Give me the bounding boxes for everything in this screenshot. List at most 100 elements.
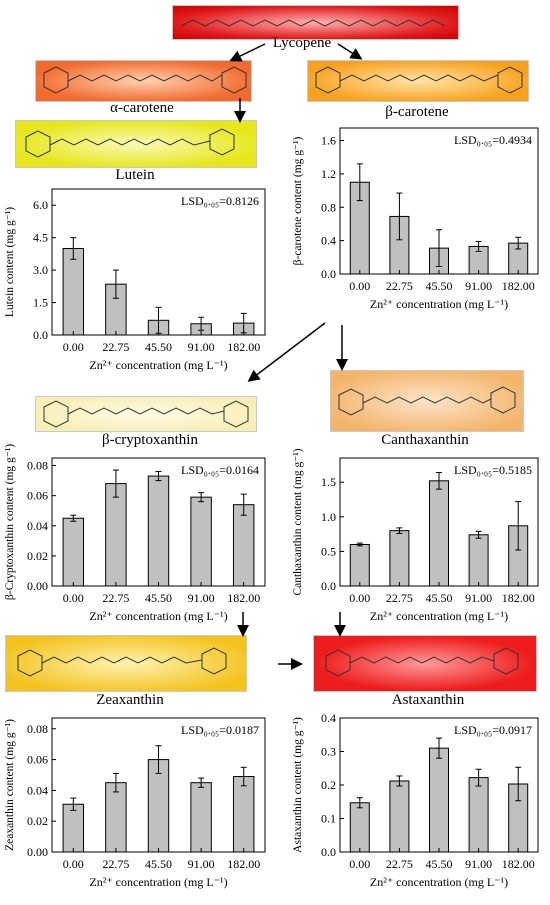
y-tick-label: 3.0	[33, 263, 48, 277]
x-tick-label: 182.00	[227, 857, 260, 871]
x-tick-label: 91.00	[188, 857, 215, 871]
astaxanthin-chart: 0.0 0.1 0.2 0.3 0.4 0.00 22.75 45.50 91.00 182.00…	[288, 711, 548, 900]
x-tick-label: 182.00	[502, 857, 535, 871]
y-tick-label: 0.06	[27, 753, 48, 767]
polyene-chain-icon	[17, 647, 227, 677]
y-tick-label: 0.02	[27, 814, 48, 828]
alpha-carotene-structure	[35, 60, 252, 102]
lycopene-structure	[172, 5, 459, 40]
x-tick-label: 45.50	[145, 857, 172, 871]
y-tick-label: 1.2	[321, 167, 336, 181]
polyene-chain-icon	[25, 128, 235, 158]
bar	[468, 534, 489, 587]
lsd-label: LSD₀.₀₅=0.0164	[181, 463, 259, 477]
bar	[105, 782, 127, 853]
y-tick-label: 0.4	[321, 234, 336, 248]
x-tick-label: 91.00	[465, 279, 492, 293]
x-tick-label: 182.00	[227, 340, 260, 354]
bar	[62, 517, 85, 587]
y-tick-label: 0.00	[27, 579, 48, 593]
bar	[428, 747, 450, 853]
chart-svg: 0.0 1.5 3.0 4.5 6.0 0.00 22.75 45.50 91.00 182.00…	[4, 188, 266, 372]
y-tick-label: 0.04	[27, 519, 48, 533]
y-tick-label: 0.2	[321, 778, 336, 792]
x-axis-label: Zn²⁺ concentration (mg L⁻¹)	[89, 358, 227, 372]
lsd-label: LSD₀.₀₅=0.5185	[454, 463, 532, 477]
x-tick-label: 91.00	[465, 591, 492, 605]
x-tick-label: 22.75	[102, 591, 129, 605]
y-tick-label: 0.8	[321, 200, 336, 214]
polyene-chain-icon	[315, 66, 523, 94]
arrow-lycopene-to-alpha	[229, 43, 266, 62]
x-tick-label: 45.50	[426, 279, 453, 293]
x-axis-label: Zn²⁺ concentration (mg L⁻¹)	[89, 875, 227, 889]
x-tick-label: 0.00	[349, 857, 370, 871]
x-tick-label: 22.75	[102, 340, 129, 354]
y-tick-label: 0.04	[27, 783, 48, 797]
bar	[349, 543, 370, 587]
x-tick-label: 0.00	[63, 857, 84, 871]
beta-cryptoxanthin-structure	[35, 396, 257, 432]
y-tick-label: 0.08	[27, 722, 48, 736]
bar	[62, 247, 85, 336]
y-tick-label: 0.0	[321, 845, 336, 859]
y-tick-label: 0.0	[321, 267, 336, 281]
x-tick-label: 22.75	[386, 591, 413, 605]
x-tick-label: 45.50	[426, 857, 453, 871]
y-tick-label: 0.02	[27, 549, 48, 563]
x-tick-label: 45.50	[145, 591, 172, 605]
x-tick-label: 91.00	[188, 591, 215, 605]
beta-carotene-label: β-carotene	[385, 104, 449, 120]
canthaxanthin-label: Canthaxanthin	[381, 432, 469, 448]
y-axis-label: Canthaxanthin content (mg g⁻¹)	[292, 448, 304, 595]
astaxanthin-structure	[313, 635, 537, 692]
bar	[468, 777, 489, 853]
chart-svg: 0.0 0.1 0.2 0.3 0.4 0.00 22.75 45.50 91.00 182.00…	[292, 711, 539, 889]
x-tick-label: 22.75	[102, 857, 129, 871]
x-axis-label: Zn²⁺ concentration (mg L⁻¹)	[89, 609, 227, 623]
y-axis-label: Astaxanthin content (mg g⁻¹)	[292, 717, 304, 853]
beta-carotene-chart: 0.0 0.4 0.8 1.2 1.6 0.00 22.75 45.50 91.00 182.00…	[288, 122, 548, 322]
y-tick-label: 0.00	[27, 845, 48, 859]
beta-cryptoxanthin-label: β-cryptoxanthin	[102, 432, 198, 448]
polyene-chain-icon	[338, 386, 516, 416]
x-axis-label: Zn²⁺ concentration (mg L⁻¹)	[370, 297, 508, 311]
polyene-chain-icon	[43, 400, 249, 428]
bar	[190, 782, 212, 853]
x-tick-label: 91.00	[465, 857, 492, 871]
bar	[389, 530, 410, 587]
y-tick-label: 0.0	[33, 328, 48, 342]
chart-svg: 0.0 0.4 0.8 1.2 1.6 0.00 22.75 45.50 91.00 182.00…	[292, 127, 539, 311]
y-tick-label: 1.6	[321, 134, 336, 148]
lutein-chart: 0.0 1.5 3.0 4.5 6.0 0.00 22.75 45.50 91.00 182.00…	[0, 183, 275, 383]
bar	[62, 803, 85, 853]
x-tick-label: 22.75	[386, 279, 413, 293]
x-axis-label: Zn²⁺ concentration (mg L⁻¹)	[370, 875, 508, 889]
polyene-chain-icon	[325, 647, 519, 677]
lsd-label: LSD₀.₀₅=0.0187	[181, 723, 259, 737]
y-tick-label: 0.0	[321, 579, 336, 593]
alpha-carotene-label: α-carotene	[110, 100, 174, 116]
lsd-label: LSD₀.₀₅=0.0917	[454, 723, 532, 737]
bar	[232, 504, 255, 587]
x-tick-label: 0.00	[63, 340, 84, 354]
y-tick-label: 0.08	[27, 459, 48, 473]
chart-svg: 0.0 0.5 1.0 1.5 0.00 22.75 45.50 91.00 182.00 LSD…	[292, 448, 539, 623]
beta-carotene-structure	[307, 60, 529, 102]
y-tick-label: 0.5	[321, 544, 336, 558]
y-axis-label: β-Cryptoxanthin content (mg g⁻¹)	[4, 444, 16, 600]
y-tick-label: 1.0	[321, 510, 336, 524]
bar	[428, 480, 450, 587]
y-tick-label: 0.1	[321, 812, 336, 826]
arrow-beta-to-cryptoxanthin	[247, 322, 326, 382]
x-tick-label: 45.50	[145, 340, 172, 354]
lsd-label: LSD₀.₀₅=0.4934	[454, 133, 532, 147]
arrow-lycopene-to-beta	[337, 43, 363, 60]
y-tick-label: 0.06	[27, 489, 48, 503]
chart-svg: 0.00 0.02 0.04 0.06 0.08 0.00 22.75 45.50 91.00 1…	[4, 444, 266, 623]
x-tick-label: 182.00	[502, 279, 535, 293]
y-tick-label: 6.0	[33, 198, 48, 212]
zeaxanthin-chart: 0.00 0.02 0.04 0.06 0.08 0.00 22.75 45.50 91.00 1…	[0, 712, 275, 900]
bar	[349, 802, 370, 853]
